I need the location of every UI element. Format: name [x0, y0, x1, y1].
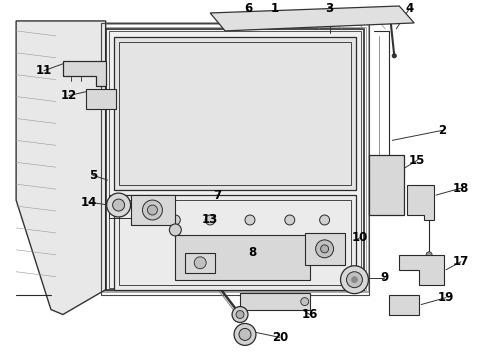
Circle shape: [171, 215, 180, 225]
Circle shape: [285, 215, 295, 225]
Polygon shape: [240, 293, 310, 310]
Polygon shape: [389, 294, 419, 315]
Text: 1: 1: [271, 3, 279, 15]
Polygon shape: [175, 235, 310, 280]
Text: 14: 14: [80, 195, 97, 208]
Text: 6: 6: [244, 3, 252, 15]
Polygon shape: [16, 21, 106, 315]
Circle shape: [143, 200, 162, 220]
Polygon shape: [185, 253, 215, 273]
Polygon shape: [407, 185, 434, 220]
Circle shape: [147, 205, 157, 215]
Text: 3: 3: [325, 3, 334, 15]
Polygon shape: [106, 29, 365, 290]
Circle shape: [194, 257, 206, 269]
Circle shape: [382, 170, 392, 180]
Polygon shape: [63, 61, 106, 86]
Text: 16: 16: [301, 308, 318, 321]
Circle shape: [141, 215, 150, 225]
Text: 10: 10: [351, 231, 368, 244]
Text: 17: 17: [453, 255, 469, 268]
Circle shape: [232, 307, 248, 323]
Circle shape: [113, 199, 124, 211]
Circle shape: [234, 324, 256, 345]
Circle shape: [239, 328, 251, 341]
Polygon shape: [130, 195, 175, 225]
Circle shape: [341, 266, 368, 294]
Circle shape: [205, 215, 215, 225]
Circle shape: [320, 245, 329, 253]
Circle shape: [107, 193, 130, 217]
Circle shape: [89, 93, 97, 100]
Polygon shape: [114, 37, 356, 190]
Polygon shape: [86, 89, 116, 108]
Circle shape: [170, 224, 181, 236]
Text: 18: 18: [453, 182, 469, 195]
Polygon shape: [369, 155, 404, 215]
Circle shape: [319, 215, 330, 225]
Polygon shape: [305, 233, 344, 265]
Polygon shape: [114, 195, 356, 290]
Text: 11: 11: [36, 64, 52, 77]
Text: 19: 19: [438, 291, 454, 304]
Text: 5: 5: [89, 169, 97, 182]
Circle shape: [104, 96, 112, 104]
Polygon shape: [399, 255, 444, 285]
Text: 2: 2: [438, 124, 446, 137]
Circle shape: [236, 311, 244, 319]
Text: 20: 20: [272, 331, 288, 344]
Circle shape: [426, 252, 432, 258]
Circle shape: [301, 298, 309, 306]
Circle shape: [316, 240, 334, 258]
Text: 13: 13: [202, 213, 218, 226]
Text: 8: 8: [248, 246, 256, 259]
Circle shape: [392, 54, 396, 58]
Circle shape: [245, 215, 255, 225]
Text: 9: 9: [380, 271, 389, 284]
Polygon shape: [210, 6, 414, 31]
Circle shape: [346, 272, 363, 288]
Circle shape: [351, 277, 358, 283]
Text: 15: 15: [409, 154, 425, 167]
Text: 7: 7: [213, 189, 221, 202]
Text: 12: 12: [61, 89, 77, 102]
Text: 4: 4: [405, 3, 414, 15]
